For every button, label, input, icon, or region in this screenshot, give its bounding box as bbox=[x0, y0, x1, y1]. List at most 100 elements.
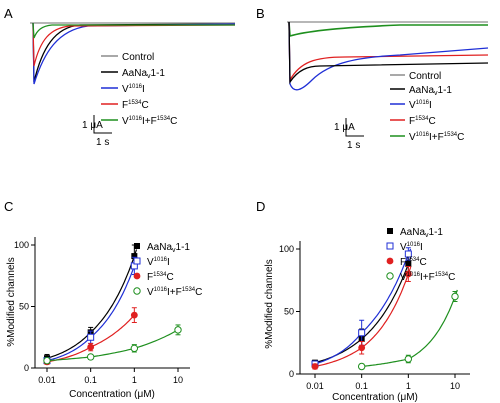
panel-a-double-trace bbox=[32, 22, 235, 39]
panel-c-data-points bbox=[43, 244, 182, 366]
panel-c-x-tick-label: 1 bbox=[132, 375, 137, 385]
panel-c-point-double bbox=[130, 344, 139, 353]
panel-d-point-double bbox=[451, 292, 459, 301]
panel-a-scale-bar: 1 μA 1 s bbox=[82, 115, 112, 148]
panel-d-axes bbox=[299, 241, 470, 375]
panel-c: C 0 50 100 0.01 0.1 1 10 %Modified channels C… bbox=[4, 199, 202, 400]
panel-d-point-double bbox=[404, 355, 413, 363]
panel-d-legend: AaNav1-1 V1016I F1534C V1016I+F1534C bbox=[386, 227, 455, 283]
panel-d-legend-label-double: V1016I+F1534C bbox=[400, 272, 455, 283]
panel-b-legend-label-control: Control bbox=[409, 71, 441, 82]
panel-b-legend-label-f1534c: F1534C bbox=[409, 116, 436, 127]
panel-c-y-tick-label: 50 bbox=[19, 302, 29, 312]
panel-b-letter: B bbox=[256, 6, 265, 21]
panel-c-legend-label-f1534c: F1534C bbox=[147, 272, 174, 283]
panel-d-y-tick-label: 0 bbox=[289, 369, 294, 379]
panel-d-y-tick-label: 50 bbox=[284, 307, 294, 317]
panel-a-v1016i-trace bbox=[32, 22, 236, 85]
panel-d-point-v1016i bbox=[404, 250, 412, 258]
panel-d-legend-marker-aanav bbox=[387, 228, 393, 234]
panel-d-point-double bbox=[357, 362, 366, 371]
panel-d-x-ticks: 0.01 0.1 1 10 bbox=[306, 374, 460, 391]
panel-c-point-v1016i bbox=[87, 333, 95, 341]
panel-a-legend-label-aanav: AaNav1-1 bbox=[122, 68, 165, 80]
panel-a-legend-label-v1016i: V1016I bbox=[122, 84, 145, 95]
panel-c-letter: C bbox=[4, 199, 13, 214]
panel-c-legend-marker-double bbox=[133, 287, 141, 295]
panel-d-point-v1016i bbox=[358, 329, 366, 337]
panel-d-x-tick-label: 0.01 bbox=[306, 381, 324, 391]
panel-d-fit-curves bbox=[312, 248, 458, 368]
panel-c-x-ticks: 0.01 0.1 1 10 bbox=[38, 368, 183, 385]
panel-c-x-axis-label: Concentration (μM) bbox=[69, 389, 155, 400]
panel-b-legend: Control AaNav1-1 V1016I F1534C V1016I+F1… bbox=[390, 71, 464, 143]
panel-c-legend-marker-v1016i bbox=[133, 257, 141, 265]
panel-b-legend-label-aanav: AaNav1-1 bbox=[409, 85, 452, 97]
panel-c-y-tick-label: 0 bbox=[24, 363, 29, 373]
panel-c-legend-label-aanav: AaNav1-1 bbox=[147, 242, 190, 254]
panel-c-legend-label-double: V1016I+F1534C bbox=[147, 287, 202, 298]
panel-d-letter: D bbox=[256, 199, 265, 214]
panel-b-scale-bar-lines bbox=[345, 118, 364, 137]
panel-b-scale-y-label: 1 μA bbox=[334, 122, 355, 133]
panel-a-scale-y-label: 1 μA bbox=[82, 120, 103, 131]
panel-b-aanav-trace bbox=[288, 21, 489, 85]
panel-d-legend-label-aanav: AaNav1-1 bbox=[400, 227, 443, 239]
panel-c-x-tick-label: 10 bbox=[173, 375, 183, 385]
panel-d-x-tick-label: 0.1 bbox=[355, 381, 368, 391]
panel-c-point-aanav bbox=[131, 253, 138, 260]
panel-d: D 0 50 100 0.01 0.1 1 10 %Modified channels C… bbox=[256, 199, 470, 403]
panel-c-fit-curves bbox=[44, 249, 181, 363]
panel-c-point-double bbox=[86, 353, 95, 361]
panel-c-x-tick-label: 0.01 bbox=[38, 375, 56, 385]
panel-b-legend-label-v1016i: V1016I bbox=[409, 100, 432, 111]
panel-d-y-axis-label: %Modified channels bbox=[264, 259, 275, 349]
panel-c-axes bbox=[34, 237, 190, 369]
panel-d-y-tick-label: 100 bbox=[279, 244, 294, 254]
panel-d-legend-label-f1534c: F1534C bbox=[400, 257, 427, 268]
panel-b-scale-x-label: 1 s bbox=[347, 140, 360, 151]
panel-c-point-double bbox=[174, 326, 182, 334]
panel-c-legend-marker-aanav bbox=[134, 243, 140, 249]
panel-b-legend-label-double: V1016I+F1534C bbox=[409, 132, 464, 143]
panel-c-x-tick-label: 0.1 bbox=[84, 375, 97, 385]
panel-a-legend-label-control: Control bbox=[122, 52, 154, 63]
panel-b-v1016i-trace bbox=[288, 21, 489, 91]
panel-d-y-ticks: 0 50 100 bbox=[279, 244, 300, 379]
panel-d-point-f1534c bbox=[404, 270, 412, 278]
panel-b-double-trace bbox=[288, 21, 488, 38]
panel-c-y-tick-label: 100 bbox=[14, 240, 29, 250]
panel-b-scale-bar: 1 μA 1 s bbox=[334, 118, 364, 151]
panel-a-legend-label-f1534c: F1534C bbox=[122, 100, 149, 111]
panel-a-scale-x-label: 1 s bbox=[96, 137, 109, 148]
panel-d-legend-marker-double bbox=[386, 272, 394, 280]
panel-a-legend-label-double: V1016I+F1534C bbox=[122, 116, 177, 127]
panel-a-letter: A bbox=[4, 6, 13, 21]
panel-a: A Control AaNav1-1 V1016I F1534C V1016I+… bbox=[4, 6, 236, 148]
panel-d-legend-marker-f1534c bbox=[386, 257, 394, 265]
panel-a-scale-bar-lines bbox=[93, 115, 112, 134]
panel-c-point-f1534c bbox=[87, 343, 95, 351]
panel-d-point-f1534c bbox=[358, 344, 366, 352]
panel-d-point-aanav bbox=[405, 261, 412, 267]
panel-c-legend-marker-f1534c bbox=[133, 272, 141, 280]
panel-a-legend: Control AaNav1-1 V1016I F1534C V1016I+F1… bbox=[101, 52, 177, 127]
panel-c-point-double bbox=[43, 356, 51, 365]
panel-b-f1534c-trace bbox=[288, 21, 489, 83]
panel-a-f1534c-trace bbox=[32, 22, 236, 67]
panel-d-x-axis-label: Concentration (μM) bbox=[332, 392, 418, 403]
panel-d-x-tick-label: 1 bbox=[406, 381, 411, 391]
panel-c-legend: AaNav1-1 V1016I F1534C V1016I+F1534C bbox=[133, 242, 202, 298]
panel-b: B Control AaNav1-1 V1016I F1534C V1016I+… bbox=[256, 6, 489, 151]
panel-c-y-ticks: 0 50 100 bbox=[14, 240, 35, 373]
panel-c-legend-label-v1016i: V1016I bbox=[147, 257, 170, 268]
panel-d-point-f1534c bbox=[311, 363, 319, 370]
panel-d-legend-marker-v1016i bbox=[386, 242, 394, 250]
panel-c-y-axis-label: %Modified channels bbox=[6, 257, 17, 347]
panel-d-data-points bbox=[311, 247, 459, 371]
panel-c-point-f1534c bbox=[130, 311, 138, 319]
panel-d-legend-label-v1016i: V1016I bbox=[400, 242, 423, 253]
panel-d-x-tick-label: 10 bbox=[450, 381, 460, 391]
panel-c-fit-double bbox=[44, 328, 181, 362]
